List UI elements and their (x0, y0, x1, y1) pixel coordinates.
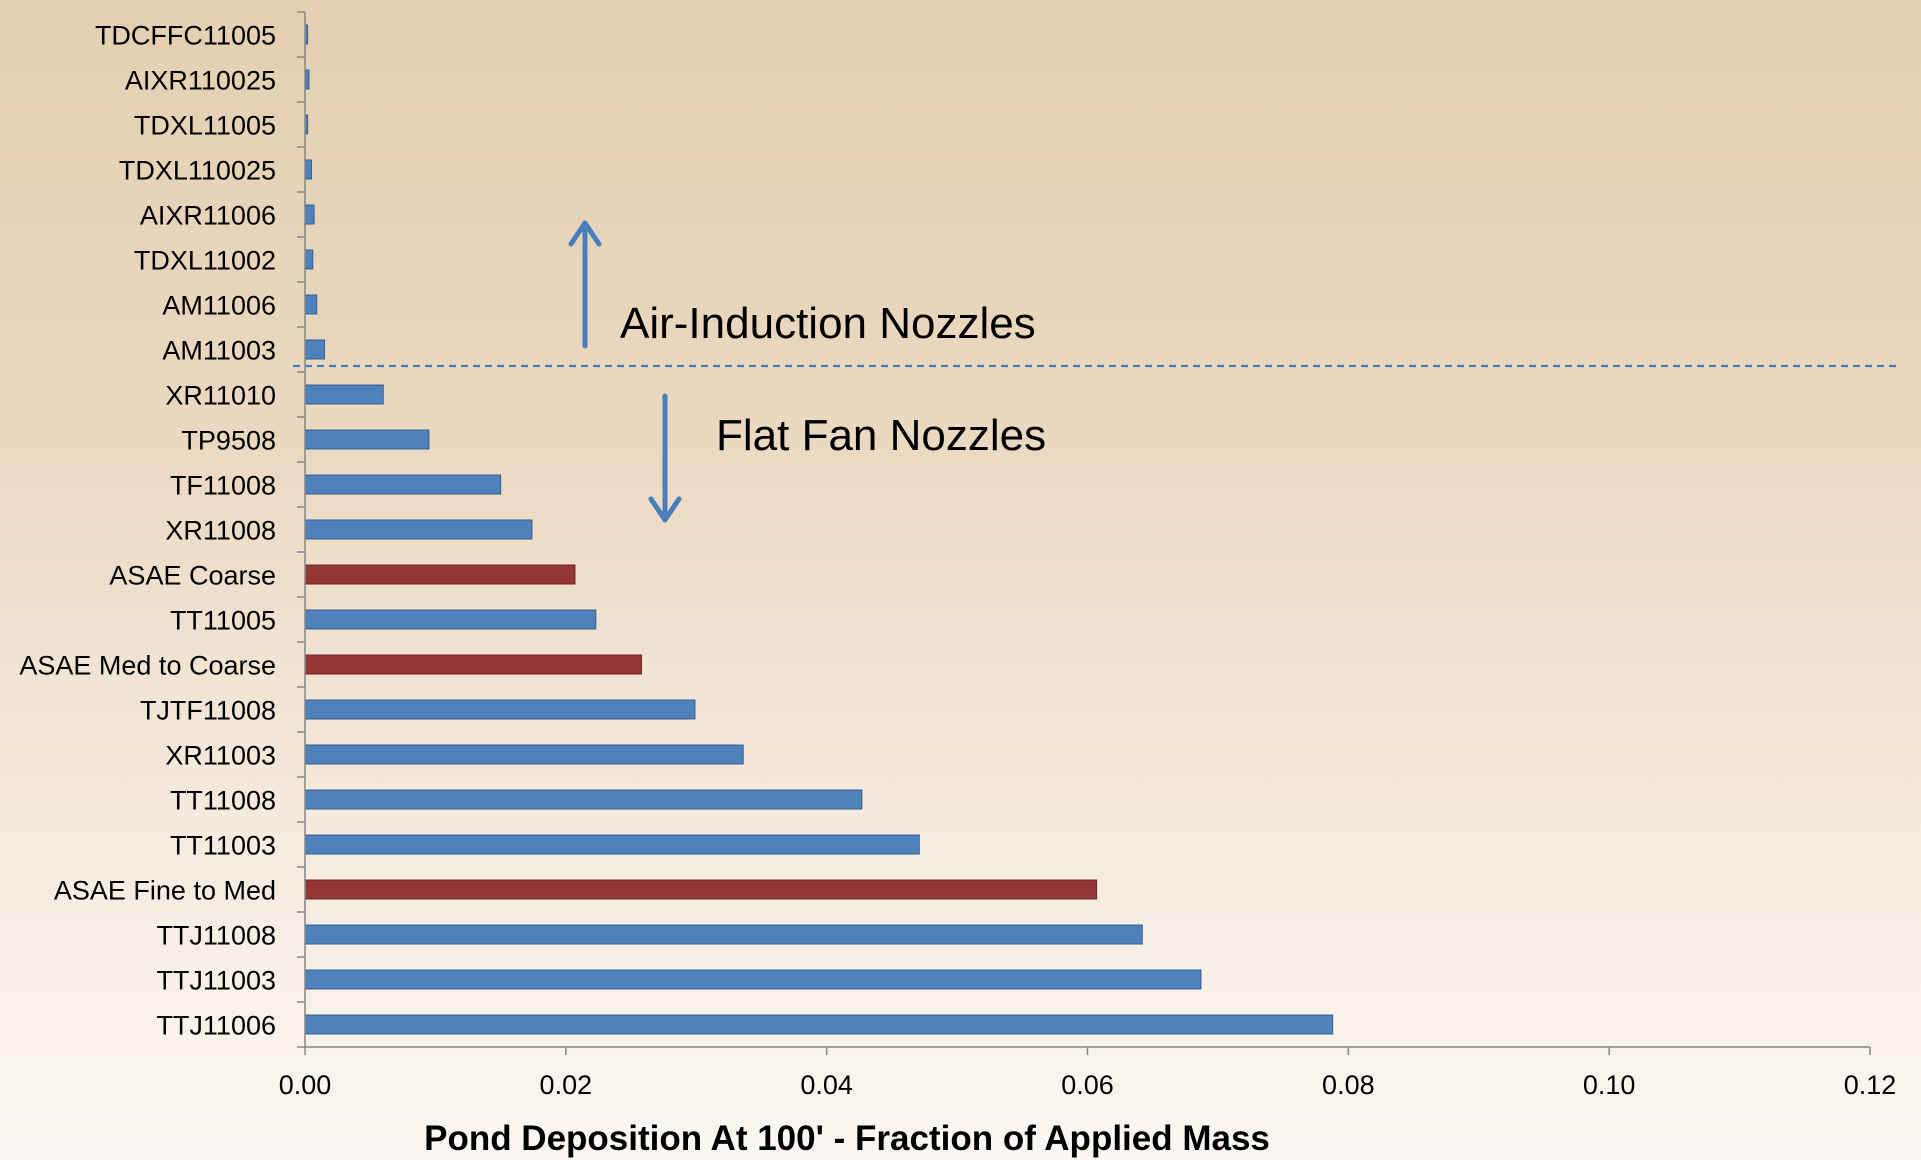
category-label: TTJ11006 (156, 1011, 276, 1041)
bars-group (304, 24, 1334, 1035)
category-label: TTJ11003 (156, 966, 276, 996)
category-label: ASAE Fine to Med (54, 876, 276, 906)
category-label: TDXL11002 (134, 246, 276, 276)
category-label: TDCFFC11005 (95, 21, 276, 51)
annotations-layer: Air-Induction Nozzles Flat Fan Nozzles (568, 220, 1046, 523)
bar-ttj11006 (304, 1014, 1334, 1035)
up-arrow-head-icon (568, 220, 602, 247)
category-label: XR11008 (165, 516, 276, 546)
category-label: ASAE Med to Coarse (19, 651, 276, 681)
bar-tt11008 (304, 789, 863, 810)
air-induction-annotation: Air-Induction Nozzles (620, 299, 1036, 348)
bar-tdxl110025 (304, 159, 313, 180)
category-label: TDXL11005 (134, 111, 276, 141)
category-label: TTJ11008 (156, 921, 276, 951)
bar-tjtf11008 (304, 699, 696, 720)
x-tick-label: 0.12 (1844, 1070, 1897, 1100)
flat-fan-annotation: Flat Fan Nozzles (716, 411, 1046, 460)
category-label: XR11003 (165, 741, 276, 771)
category-label: TT11005 (170, 606, 276, 636)
x-axis-title: Pond Deposition At 100' - Fraction of Ap… (424, 1119, 1270, 1158)
bar-xr11008 (304, 519, 533, 540)
bar-am11003 (304, 339, 326, 360)
x-tick-label: 0.04 (800, 1070, 853, 1100)
bar-xr11010 (304, 384, 384, 405)
x-tick-label: 0.08 (1322, 1070, 1375, 1100)
category-labels: TDCFFC11005 AIXR110025 TDXL11005 TDXL110025… (19, 21, 276, 1041)
bar-aixr11006 (304, 204, 315, 225)
category-label: AIXR110025 (125, 66, 276, 96)
category-label: AM11003 (162, 336, 276, 366)
x-tick-label: 0.00 (279, 1070, 332, 1100)
bar-tt11003 (304, 834, 920, 855)
category-label: TJTF11008 (140, 696, 276, 726)
bar-xr11003 (304, 744, 744, 765)
bar-asae-med-to-coarse (304, 654, 642, 675)
tick-labels: 0.00 0.02 0.04 0.06 0.08 0.10 0.12 (279, 1070, 1897, 1100)
category-label: XR11010 (165, 381, 276, 411)
bar-ttj11003 (304, 969, 1202, 990)
category-label: TT11003 (170, 831, 276, 861)
bar-tt11005 (304, 609, 597, 630)
down-arrow-head-icon (648, 496, 682, 523)
axes-group (297, 11, 1871, 1055)
bar-tdxl11002 (304, 249, 314, 270)
bar-ttj11008 (304, 924, 1143, 945)
x-tick-label: 0.06 (1061, 1070, 1114, 1100)
bar-asae-fine-to-med (304, 879, 1098, 900)
category-label: ASAE Coarse (109, 561, 276, 591)
bar-am11006 (304, 294, 318, 315)
category-label: AM11006 (162, 291, 276, 321)
bar-tp9508 (304, 429, 430, 450)
x-tick-label: 0.10 (1583, 1070, 1636, 1100)
category-label: TT11008 (170, 786, 276, 816)
bar-tf11008 (304, 474, 502, 495)
x-tick-label: 0.02 (540, 1070, 593, 1100)
bar-asae-coarse (304, 564, 576, 585)
category-label: TP9508 (181, 426, 276, 456)
category-label: TDXL110025 (119, 156, 276, 186)
category-label: TF11008 (170, 471, 276, 501)
category-label: AIXR11006 (140, 201, 276, 231)
